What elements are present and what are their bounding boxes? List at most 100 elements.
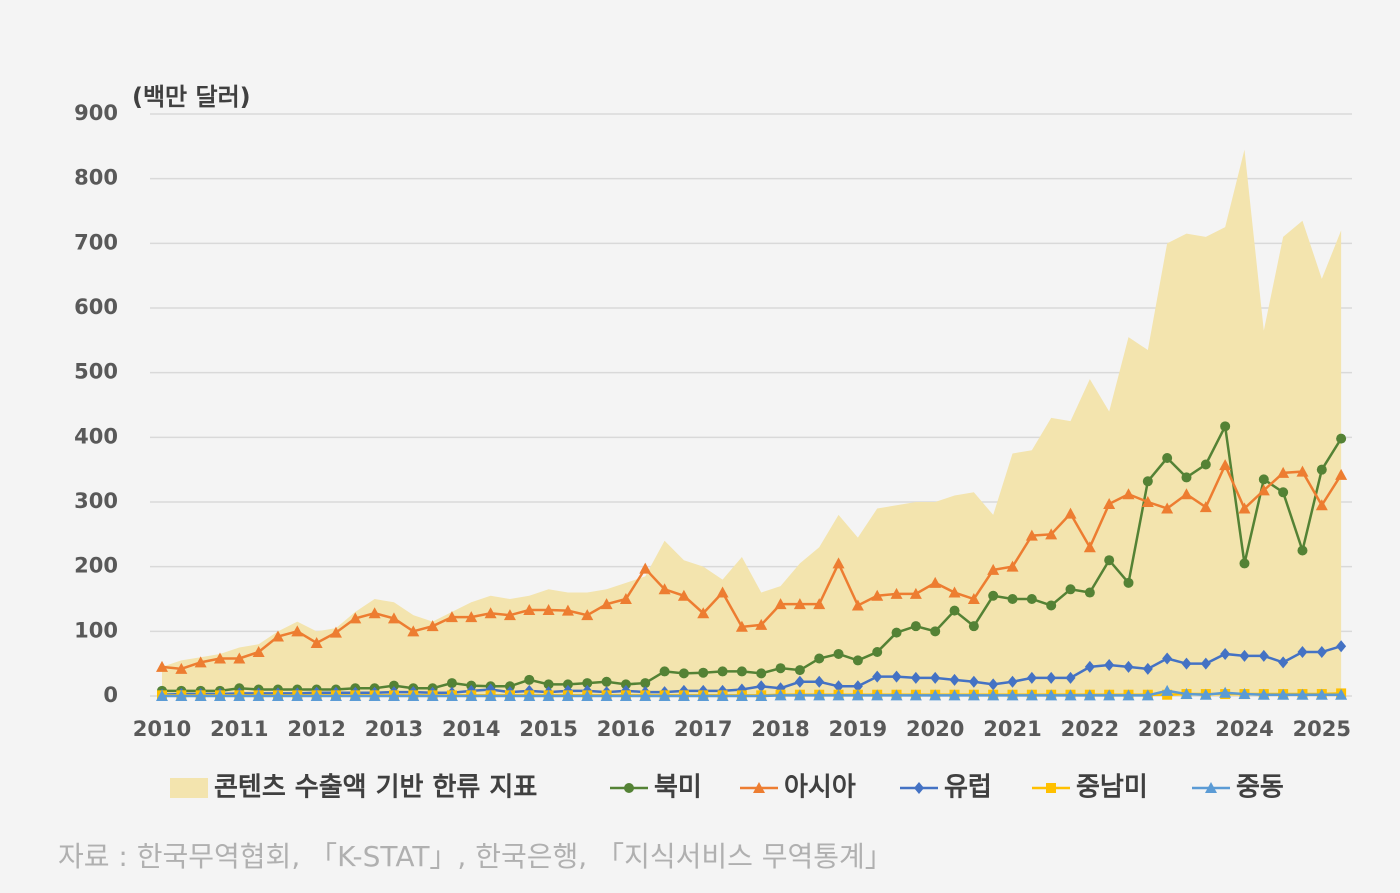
marker (755, 690, 768, 701)
marker (1046, 600, 1057, 611)
marker (1180, 488, 1193, 500)
marker (968, 621, 979, 632)
marker (387, 690, 400, 701)
marker (1006, 689, 1019, 701)
x-tick-label: 2022 (1061, 717, 1119, 741)
marker (851, 599, 864, 611)
marker (445, 690, 458, 701)
marker (310, 690, 323, 701)
marker (1219, 686, 1232, 698)
marker (1297, 545, 1308, 556)
marker (717, 666, 728, 677)
marker (542, 603, 555, 615)
marker (658, 690, 671, 701)
marker (793, 598, 806, 610)
marker (1336, 640, 1347, 653)
marker (1181, 657, 1192, 670)
y-tick-label: 300 (74, 489, 118, 513)
x-tick-label: 2010 (133, 717, 191, 741)
marker (1181, 472, 1192, 483)
legend-marker (1046, 783, 1056, 793)
marker (677, 690, 690, 701)
y-tick-label: 0 (103, 683, 118, 707)
marker (929, 576, 942, 588)
marker (678, 668, 689, 679)
marker (658, 583, 671, 595)
legend-marker (914, 782, 924, 794)
marker (1104, 555, 1115, 566)
marker (756, 668, 767, 679)
marker (1219, 459, 1232, 471)
marker (697, 607, 710, 619)
marker (388, 680, 399, 691)
marker (735, 690, 748, 701)
marker (659, 666, 670, 677)
marker (1162, 652, 1173, 665)
marker (233, 690, 246, 701)
marker (1161, 684, 1174, 696)
marker (833, 680, 844, 693)
marker (484, 607, 497, 619)
marker (1200, 459, 1211, 470)
marker (1045, 689, 1058, 701)
marker (891, 627, 902, 638)
marker (368, 690, 381, 701)
marker (194, 690, 207, 701)
marker (601, 676, 612, 687)
legend-marker (1205, 782, 1217, 793)
marker (814, 675, 825, 688)
marker (949, 605, 960, 616)
marker (1046, 671, 1057, 684)
marker (213, 652, 226, 664)
x-tick-label: 2018 (751, 717, 809, 741)
marker (1336, 433, 1347, 444)
marker (581, 690, 594, 701)
marker (1258, 649, 1269, 662)
marker (967, 593, 980, 604)
marker (349, 612, 362, 624)
y-tick-label: 400 (74, 424, 118, 448)
marker (891, 670, 902, 683)
marker (716, 690, 729, 701)
marker (252, 690, 265, 701)
marker (1103, 689, 1116, 701)
x-tick-label: 2017 (674, 717, 732, 741)
marker (1277, 466, 1290, 478)
marker (1220, 647, 1231, 660)
marker (698, 667, 709, 678)
marker (1104, 658, 1115, 671)
marker (1257, 484, 1270, 496)
y-tick-label: 900 (74, 101, 118, 125)
marker (156, 690, 168, 701)
marker (484, 690, 497, 701)
marker (503, 690, 516, 701)
legend-swatch (170, 778, 208, 798)
marker (1064, 507, 1077, 519)
marker (872, 670, 883, 683)
marker (1335, 688, 1348, 700)
x-tick-label: 2024 (1215, 717, 1273, 741)
marker (988, 678, 999, 691)
marker (310, 636, 323, 648)
marker (1335, 468, 1348, 480)
marker (1123, 660, 1134, 673)
marker (988, 590, 999, 601)
marker (1296, 688, 1309, 700)
marker (813, 689, 826, 701)
marker (1239, 649, 1250, 662)
marker (1007, 675, 1018, 688)
marker (793, 689, 806, 701)
marker (967, 689, 980, 701)
marker (968, 675, 979, 688)
marker (1316, 646, 1327, 659)
marker (1239, 558, 1250, 569)
marker (852, 680, 863, 693)
marker (619, 593, 632, 604)
marker (890, 689, 903, 701)
marker (833, 648, 844, 659)
source: 자료 : 한국무역협회, 「K-STAT」, 한국은행, 「지식서비스 무역통계… (58, 840, 893, 873)
marker (426, 690, 439, 701)
marker (1258, 474, 1269, 485)
marker (1122, 689, 1135, 701)
marker (523, 690, 536, 701)
